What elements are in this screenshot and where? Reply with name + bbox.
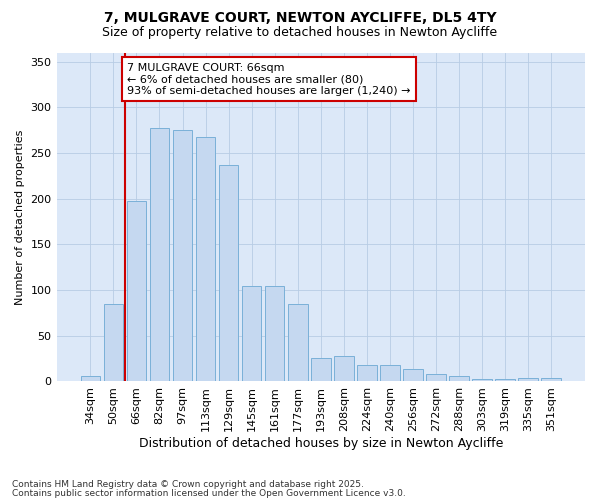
Bar <box>403 368 423 382</box>
Text: 7, MULGRAVE COURT, NEWTON AYCLIFFE, DL5 4TY: 7, MULGRAVE COURT, NEWTON AYCLIFFE, DL5 … <box>104 11 496 25</box>
Bar <box>265 286 284 382</box>
Bar <box>380 365 400 382</box>
Bar <box>242 286 262 382</box>
Bar <box>149 128 169 382</box>
Bar <box>541 378 561 382</box>
Bar <box>104 304 123 382</box>
Bar <box>496 378 515 382</box>
Text: 7 MULGRAVE COURT: 66sqm
← 6% of detached houses are smaller (80)
93% of semi-det: 7 MULGRAVE COURT: 66sqm ← 6% of detached… <box>127 62 411 96</box>
Bar <box>288 304 308 382</box>
Bar <box>472 378 492 382</box>
Bar <box>311 358 331 382</box>
Bar <box>80 376 100 382</box>
Text: Size of property relative to detached houses in Newton Aycliffe: Size of property relative to detached ho… <box>103 26 497 39</box>
Bar <box>334 356 353 382</box>
Bar <box>173 130 193 382</box>
Bar <box>449 376 469 382</box>
X-axis label: Distribution of detached houses by size in Newton Aycliffe: Distribution of detached houses by size … <box>139 437 503 450</box>
Bar <box>127 202 146 382</box>
Bar <box>426 374 446 382</box>
Bar <box>196 136 215 382</box>
Text: Contains public sector information licensed under the Open Government Licence v3: Contains public sector information licen… <box>12 490 406 498</box>
Y-axis label: Number of detached properties: Number of detached properties <box>15 130 25 304</box>
Text: Contains HM Land Registry data © Crown copyright and database right 2025.: Contains HM Land Registry data © Crown c… <box>12 480 364 489</box>
Bar <box>357 365 377 382</box>
Bar <box>518 378 538 382</box>
Bar <box>219 165 238 382</box>
